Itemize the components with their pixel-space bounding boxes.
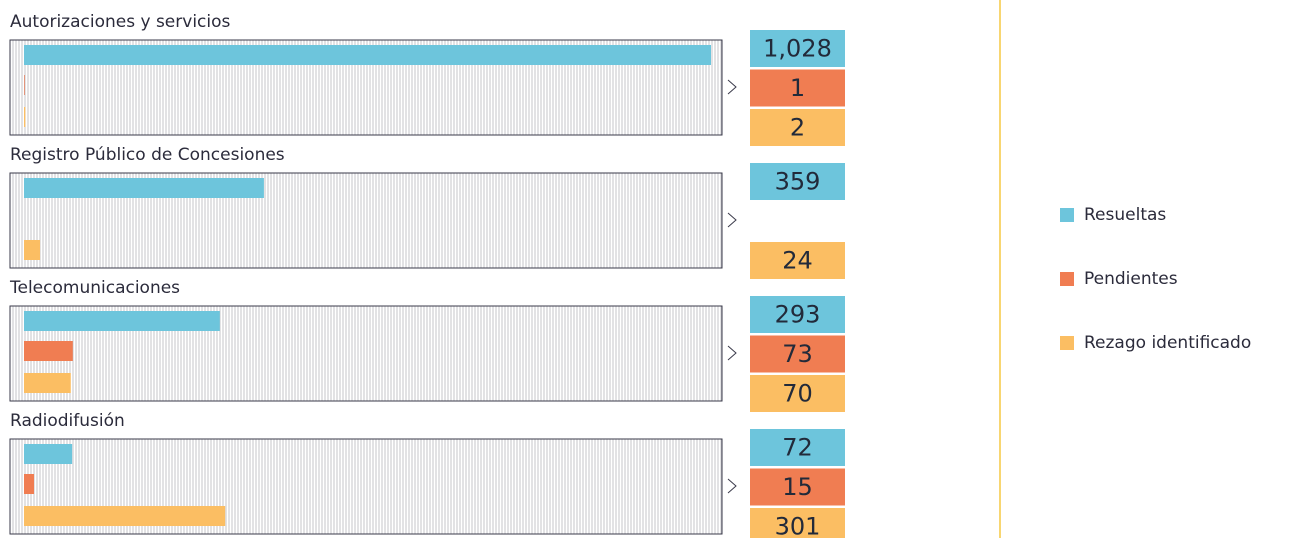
legend-label: Resueltas [1084, 205, 1166, 225]
legend-label: Pendientes [1084, 269, 1178, 289]
bar [24, 444, 73, 464]
bar [24, 311, 220, 331]
bar [24, 506, 226, 526]
value-box [750, 296, 845, 333]
group-title: Telecomunicaciones [9, 278, 180, 298]
bar [24, 240, 41, 260]
value-label: 1 [790, 74, 805, 102]
bar [24, 75, 25, 95]
group-title: Autorizaciones y servicios [10, 12, 231, 32]
bar [24, 45, 711, 65]
legend-swatch [1060, 336, 1074, 350]
chevron [727, 478, 737, 494]
value-label: 293 [775, 301, 821, 329]
group-title: Radiodifusión [10, 411, 125, 431]
value-label: 70 [782, 380, 813, 408]
legend-swatch [1060, 272, 1074, 286]
value-label: 301 [775, 513, 821, 538]
value-label: 2 [790, 114, 805, 142]
bar [24, 178, 264, 198]
value-box [750, 109, 845, 146]
value-box [750, 508, 845, 538]
legend-label: Rezago identificado [1084, 333, 1251, 353]
value-label: 73 [782, 340, 813, 368]
value-box [750, 69, 845, 107]
legend-swatch [1060, 208, 1074, 222]
value-label: 15 [782, 473, 813, 501]
value-box [750, 242, 845, 279]
value-label: 1,028 [763, 35, 832, 63]
chevron [727, 212, 737, 228]
chevron [727, 345, 737, 361]
value-box [750, 429, 845, 466]
value-label: 72 [782, 434, 813, 462]
bar [24, 373, 71, 393]
bar [24, 107, 26, 127]
chevron [727, 79, 737, 95]
value-box [750, 335, 845, 373]
value-box [750, 375, 845, 412]
bar [24, 474, 35, 494]
value-label: 24 [782, 247, 813, 275]
value-box [750, 30, 845, 67]
bar [24, 341, 73, 361]
value-box [750, 468, 845, 506]
value-label: 359 [775, 168, 821, 196]
value-box [750, 163, 845, 200]
group-title: Registro Público de Concesiones [10, 145, 285, 165]
